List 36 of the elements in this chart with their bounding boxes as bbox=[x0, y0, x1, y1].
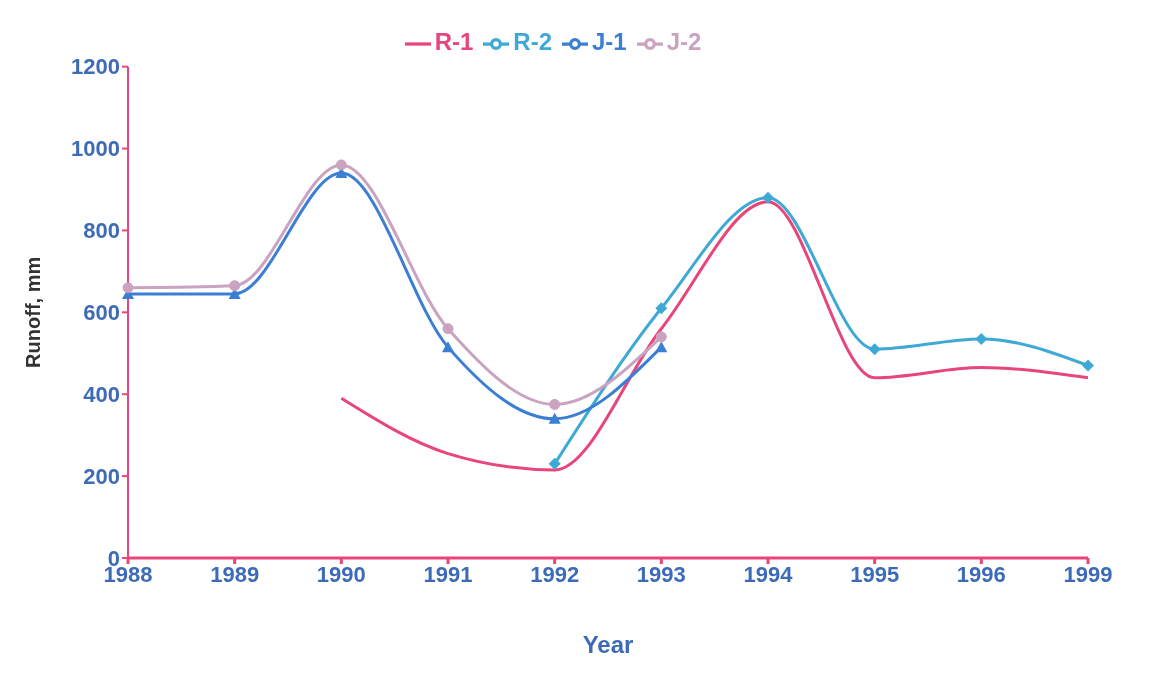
y-tick-label: 600 bbox=[83, 300, 120, 326]
x-tick-label: 1993 bbox=[636, 561, 686, 587]
point bbox=[655, 341, 668, 353]
point bbox=[335, 159, 347, 171]
y-tick-label: 200 bbox=[83, 463, 120, 489]
x-tick-label: 1999 bbox=[1063, 561, 1113, 587]
point bbox=[229, 280, 241, 292]
x-tick-label: 1989 bbox=[210, 561, 260, 587]
point bbox=[655, 331, 667, 343]
legend-label: R-2 bbox=[513, 28, 552, 55]
y-tick-label: 400 bbox=[83, 382, 120, 408]
x-tick-label: 1990 bbox=[316, 561, 366, 587]
point bbox=[548, 412, 561, 424]
y-tick-label: 1000 bbox=[71, 136, 120, 162]
point bbox=[762, 191, 774, 204]
point bbox=[1082, 359, 1094, 372]
point bbox=[442, 323, 454, 335]
point bbox=[655, 302, 668, 315]
x-tick-label: 1996 bbox=[956, 561, 1006, 587]
point bbox=[548, 457, 561, 470]
y-axis-title: Runoff, mm bbox=[22, 256, 45, 368]
y-tick-label: 1200 bbox=[71, 54, 120, 80]
legend-label: J-2 bbox=[666, 28, 702, 55]
point bbox=[122, 282, 134, 294]
x-tick-label: 1992 bbox=[530, 561, 580, 587]
point bbox=[868, 343, 881, 356]
point bbox=[549, 398, 561, 410]
x-tick-label: 1995 bbox=[850, 561, 900, 587]
x-tick-label: 1994 bbox=[743, 561, 794, 587]
y-tick-label: 800 bbox=[83, 218, 120, 244]
x-tick-label: 1991 bbox=[423, 561, 473, 587]
point bbox=[442, 341, 454, 353]
legend-label: R-1 bbox=[434, 28, 474, 55]
point bbox=[975, 332, 988, 345]
x-axis-title: Year bbox=[582, 631, 634, 658]
legend-label: J-1 bbox=[591, 28, 627, 55]
